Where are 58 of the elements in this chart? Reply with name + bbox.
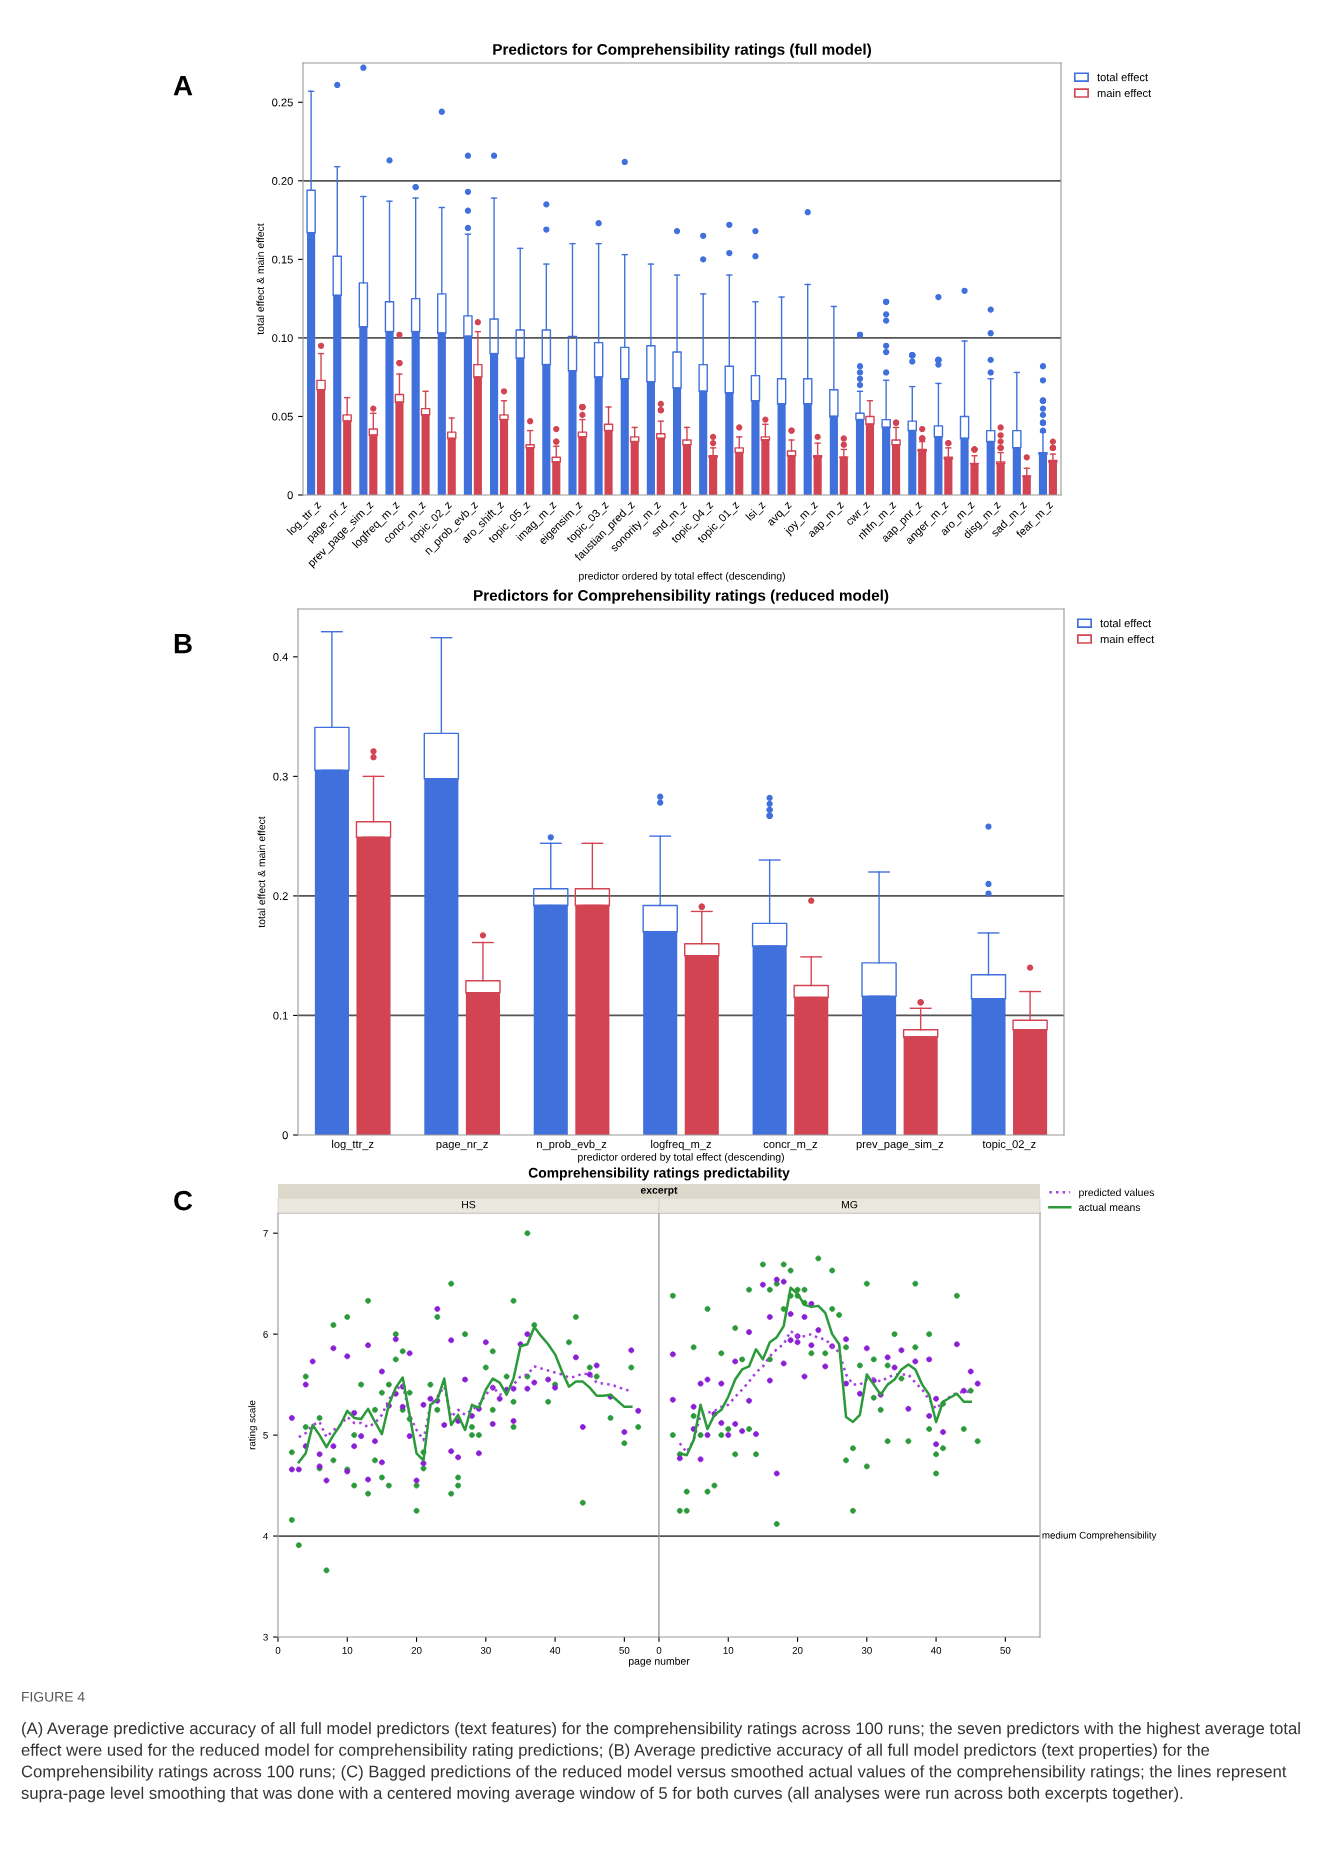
legend-label: main effect [1097, 88, 1152, 98]
x-tick-label: concr_m_z [763, 1141, 818, 1151]
y-tick-label: 0 [282, 1131, 288, 1140]
x-axis-title: predictor ordered by total effect (descending) [579, 571, 785, 582]
x-tick-label: 20 [792, 1646, 803, 1654]
text: B [174, 634, 192, 654]
x-tick-label: 40 [930, 1646, 942, 1654]
chart-title: Predictors for Comprehensibility ratings (full model) [493, 43, 871, 58]
x-tick-label: topic_02_z [982, 1139, 1036, 1151]
legend-label: main effect [1100, 634, 1155, 644]
y-tick-label: 0 [287, 491, 293, 500]
x-axis-title: page number [628, 1657, 690, 1667]
y-tick-label: 0.2 [273, 892, 288, 901]
x-tick-label: 30 [480, 1646, 491, 1654]
x-tick-label: n_prob_evb_z [537, 1139, 607, 1151]
legend-label: predicted values [1079, 1188, 1155, 1199]
caption: FIGURE 4 [22, 1691, 85, 1702]
y-tick-label: 0.15 [272, 255, 293, 264]
x-tick-label: 10 [342, 1646, 353, 1654]
x-tick-label: prev_page_sim_z [856, 1139, 944, 1151]
y-tick-label: 0.4 [273, 653, 288, 661]
y-tick-label: 0.20 [272, 177, 293, 185]
y-axis-title: rating scale [248, 1400, 258, 1450]
y-tick-label: 4 [263, 1532, 268, 1540]
text: MG [841, 1200, 858, 1209]
y-tick-label: 5 [263, 1431, 268, 1439]
y-tick-label: 0.10 [272, 334, 293, 343]
legend-label: total effect [1097, 73, 1148, 82]
x-tick-label: page_nr_z [436, 1141, 488, 1151]
y-tick-label: 3 [263, 1633, 268, 1641]
text: C [174, 1190, 193, 1211]
ref-line-label: medium Comprehensibility [1042, 1531, 1157, 1541]
text: HS [462, 1200, 476, 1209]
x-tick-label: logfreq_m_z [651, 1139, 712, 1151]
x-tick-label: 30 [861, 1646, 872, 1654]
x-tick-label: 50 [1000, 1646, 1011, 1654]
chart-subtitle: excerpt [640, 1186, 678, 1196]
y-axis-title: total effect & main effect [256, 223, 265, 335]
text: A [173, 76, 193, 96]
x-tick-label: 0 [656, 1646, 662, 1654]
x-tick-label: 20 [411, 1646, 422, 1654]
legend-label: total effect [1100, 619, 1152, 628]
y-tick-label: 6 [263, 1330, 268, 1338]
y-tick-label: 7 [263, 1230, 268, 1237]
y-tick-label: 0.05 [272, 412, 293, 421]
chart-title: Predictors for Comprehensibility ratings (reduced model) [474, 589, 889, 604]
chart-title: Comprehensibility ratings predictability [528, 1167, 790, 1181]
x-tick-label: 10 [723, 1646, 734, 1654]
x-tick-label: 40 [549, 1646, 561, 1654]
y-axis-title: total effect & main effect [257, 816, 266, 928]
x-tick-label: 50 [619, 1646, 630, 1654]
y-tick-label: 0.25 [272, 98, 293, 107]
x-tick-label: log_ttr_z [332, 1139, 374, 1151]
y-tick-label: 0.3 [273, 772, 288, 781]
x-axis-title: predictor ordered by total effect (descending) [578, 1153, 784, 1163]
y-tick-label: 0.1 [273, 1011, 288, 1020]
text: (A) Average predictive accuracy of all full model predictors (text features) for the comprehensibility ratings across 100 runs; the seven predictors with the highest average total effect were used for the reduced model for comprehensibility rating predictions; (B) Average predictive accuracy of all full model predictors (text properties) for the Comprehensibility ratings across 100 runs; (C) Bagged predictions of the reduced model versus smoothed actual values of the comprehensibility ratings; the lines represent supra-page level smoothing that was done with a centered moving average window of 5 for both curves (all analyses were run across both excerpts together). [21, 1722, 1300, 1803]
legend-label: actual means [1078, 1203, 1141, 1212]
